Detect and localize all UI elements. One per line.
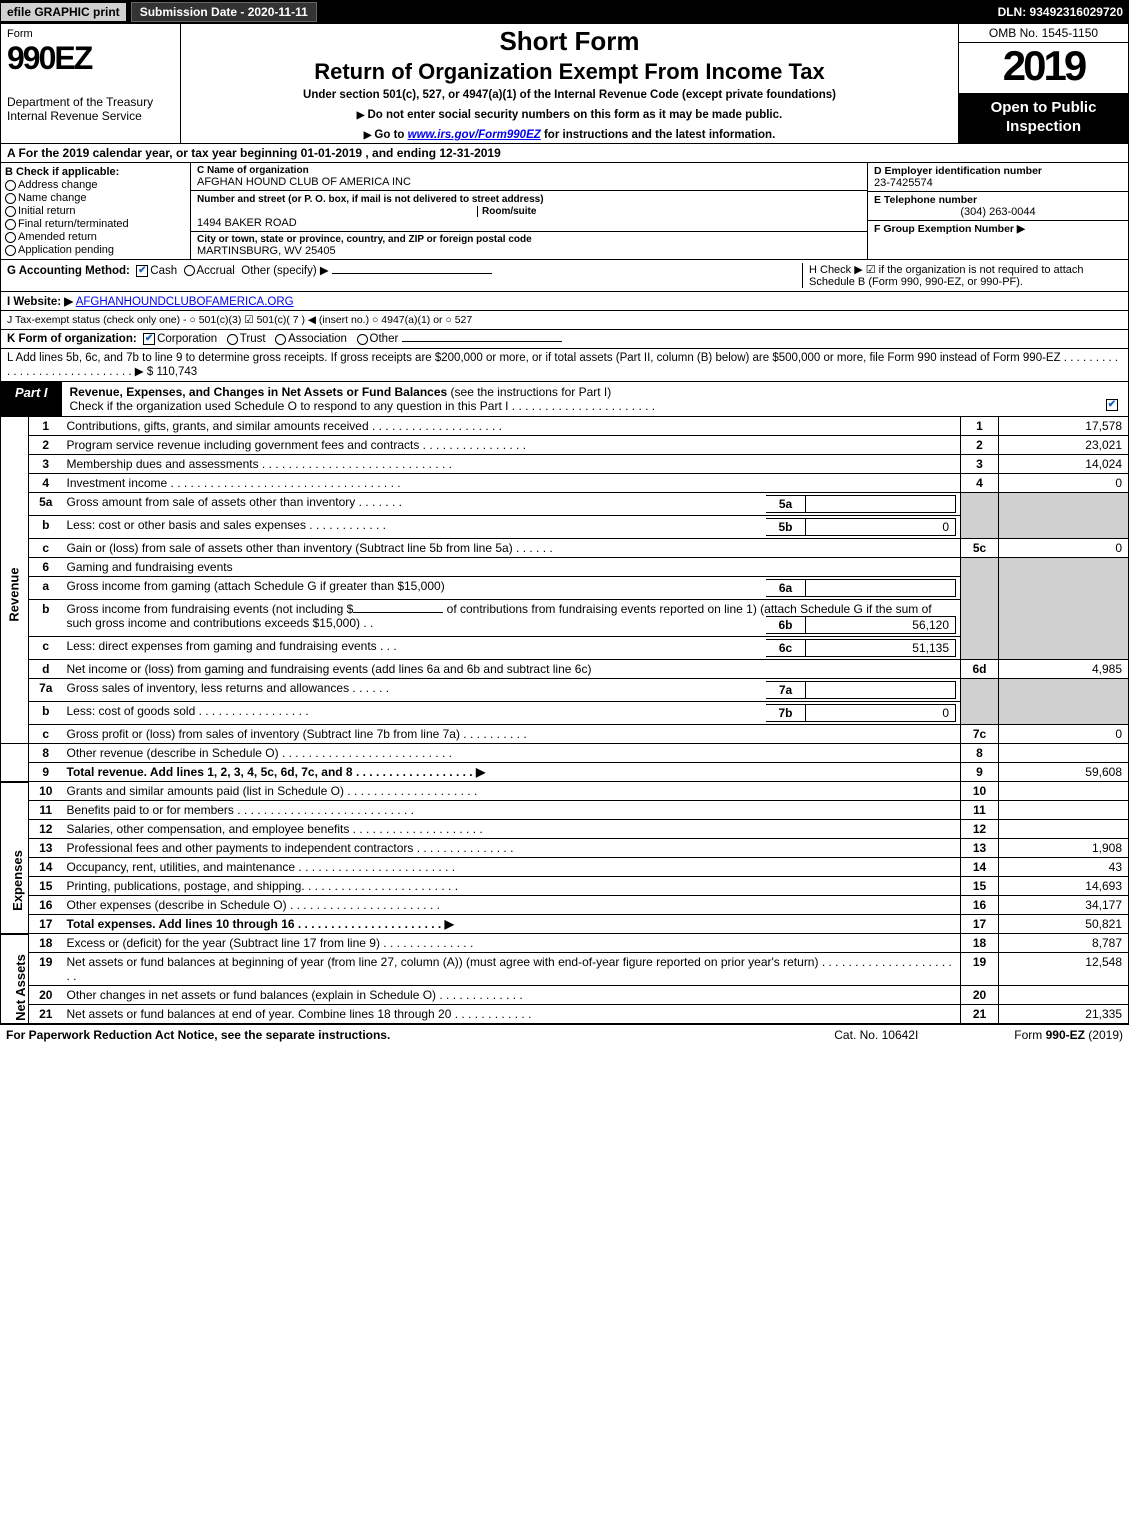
chk-trust[interactable] bbox=[227, 334, 238, 345]
form-number: 990EZ bbox=[7, 40, 174, 77]
omb-number: OMB No. 1545-1150 bbox=[959, 24, 1128, 43]
street-value: 1494 BAKER ROAD bbox=[197, 217, 861, 229]
other-specify-input[interactable] bbox=[332, 273, 492, 274]
side-label-netassets: Net Assets bbox=[13, 954, 28, 1021]
goto-line: Go to www.irs.gov/Form990EZ for instruct… bbox=[189, 129, 950, 141]
header-left: Form 990EZ Department of the Treasury In… bbox=[1, 24, 181, 143]
chk-final-return[interactable]: Final return/terminated bbox=[5, 218, 186, 230]
header-mid: Short Form Return of Organization Exempt… bbox=[181, 24, 958, 143]
h-schedule-b: H Check ▶ ☑ if the organization is not r… bbox=[802, 263, 1122, 288]
form-title-short: Short Form bbox=[189, 26, 950, 57]
website-label: I Website: ▶ bbox=[7, 296, 73, 308]
section-a-taxperiod: A For the 2019 calendar year, or tax yea… bbox=[0, 144, 1129, 163]
efile-print-button[interactable]: efile GRAPHIC print bbox=[0, 2, 127, 22]
ein-value: 23-7425574 bbox=[874, 177, 1122, 189]
tel-label: E Telephone number bbox=[874, 194, 1122, 206]
table-row: Revenue 1 Contributions, gifts, grants, … bbox=[1, 417, 1129, 436]
chk-application-pending[interactable]: Application pending bbox=[5, 244, 186, 256]
form-subtitle: Under section 501(c), 527, or 4947(a)(1)… bbox=[189, 89, 950, 101]
part1-title: Revenue, Expenses, and Changes in Net As… bbox=[70, 385, 448, 399]
org-name: AFGHAN HOUND CLUB OF AMERICA INC bbox=[197, 176, 861, 188]
department-label: Department of the Treasury Internal Reve… bbox=[7, 95, 174, 123]
submission-date-button[interactable]: Submission Date - 2020-11-11 bbox=[131, 2, 317, 22]
form-word: Form bbox=[7, 28, 174, 40]
col-c-org: C Name of organization AFGHAN HOUND CLUB… bbox=[191, 163, 868, 259]
paperwork-notice: For Paperwork Reduction Act Notice, see … bbox=[6, 1028, 834, 1042]
page-footer: For Paperwork Reduction Act Notice, see … bbox=[0, 1024, 1129, 1045]
chk-initial-return[interactable]: Initial return bbox=[5, 205, 186, 217]
org-name-label: C Name of organization bbox=[197, 165, 861, 176]
side-label-revenue: Revenue bbox=[7, 567, 22, 621]
city-label: City or town, state or province, country… bbox=[197, 234, 861, 245]
gross-receipts-amount: $ 110,743 bbox=[147, 366, 197, 378]
col-b-checks: B Check if applicable: Address change Na… bbox=[1, 163, 191, 259]
row-g-h: G Accounting Method: Cash Accrual Other … bbox=[0, 260, 1129, 292]
chk-cash[interactable] bbox=[136, 265, 148, 277]
row-l-grossreceipts: L Add lines 5b, 6c, and 7b to line 9 to … bbox=[0, 349, 1129, 382]
website-link[interactable]: AFGHANHOUNDCLUBOFAMERICA.ORG bbox=[76, 296, 294, 308]
header-right: OMB No. 1545-1150 2019 Open to Public In… bbox=[958, 24, 1128, 143]
chk-corporation[interactable] bbox=[143, 333, 155, 345]
top-action-bar: efile GRAPHIC print Submission Date - 20… bbox=[0, 0, 1129, 24]
row-j-taxexempt: J Tax-exempt status (check only one) - ○… bbox=[0, 311, 1129, 330]
row-k-formorg: K Form of organization: Corporation Trus… bbox=[0, 330, 1129, 349]
row-i-website: I Website: ▶ AFGHANHOUNDCLUBOFAMERICA.OR… bbox=[0, 292, 1129, 311]
formorg-label: K Form of organization: bbox=[7, 333, 137, 345]
street-label: Number and street (or P. O. box, if mail… bbox=[197, 194, 544, 205]
col-d-ids: D Employer identification number 23-7425… bbox=[868, 163, 1128, 259]
tax-year: 2019 bbox=[959, 43, 1128, 93]
chk-address-change[interactable]: Address change bbox=[5, 179, 186, 191]
side-label-expenses: Expenses bbox=[10, 850, 25, 911]
chk-accrual[interactable] bbox=[184, 265, 195, 276]
chk-other[interactable] bbox=[357, 334, 368, 345]
part1-tag: Part I bbox=[1, 382, 62, 416]
form-header: Form 990EZ Department of the Treasury In… bbox=[0, 24, 1129, 144]
accounting-method-label: G Accounting Method: bbox=[7, 265, 130, 277]
other-specify: Other (specify) ▶ bbox=[241, 265, 328, 277]
ssn-warning: Do not enter social security numbers on … bbox=[189, 109, 950, 121]
col-b-header: B Check if applicable: bbox=[5, 166, 186, 178]
group-exemption-label: F Group Exemption Number ▶ bbox=[874, 223, 1122, 235]
chk-association[interactable] bbox=[275, 334, 286, 345]
part1-header: Part I Revenue, Expenses, and Changes in… bbox=[0, 382, 1129, 417]
amt-1: 17,578 bbox=[999, 417, 1129, 436]
public-inspection-badge: Open to Public Inspection bbox=[959, 93, 1128, 143]
identity-grid: B Check if applicable: Address change Na… bbox=[0, 163, 1129, 260]
irs-link[interactable]: www.irs.gov/Form990EZ bbox=[408, 129, 541, 141]
part1-table: Revenue 1 Contributions, gifts, grants, … bbox=[0, 417, 1129, 1024]
form-title-long: Return of Organization Exempt From Incom… bbox=[189, 59, 950, 85]
room-label: Room/suite bbox=[477, 206, 536, 217]
tel-value: (304) 263-0044 bbox=[874, 206, 1122, 218]
chk-amended-return[interactable]: Amended return bbox=[5, 231, 186, 243]
ein-label: D Employer identification number bbox=[874, 165, 1122, 177]
chk-name-change[interactable]: Name change bbox=[5, 192, 186, 204]
form-footer-id: Form 990-EZ (2019) bbox=[1014, 1028, 1123, 1042]
catalog-number: Cat. No. 10642I bbox=[834, 1028, 1014, 1042]
part1-check-text: Check if the organization used Schedule … bbox=[70, 399, 656, 413]
part1-sub: (see the instructions for Part I) bbox=[451, 385, 612, 399]
other-org-input[interactable] bbox=[402, 341, 562, 342]
city-value: MARTINSBURG, WV 25405 bbox=[197, 245, 861, 257]
chk-schedule-o[interactable] bbox=[1106, 399, 1118, 411]
dln-label: DLN: 93492316029720 bbox=[998, 5, 1129, 19]
